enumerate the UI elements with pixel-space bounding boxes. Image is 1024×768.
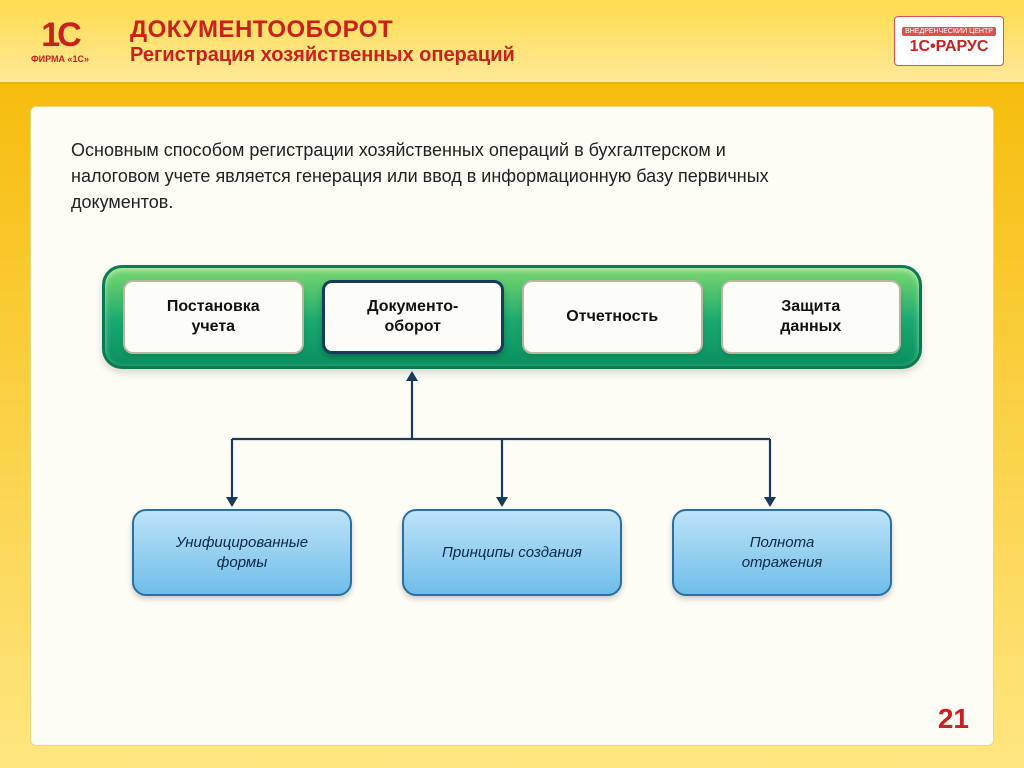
connector-area	[102, 369, 922, 509]
top-category-bar: Постановка учетаДокументо- оборотОтчетно…	[102, 265, 922, 369]
sub-box-2: Полнота отражения	[672, 509, 892, 596]
logo-1c-subtitle: ФИРМА «1С»	[31, 54, 89, 64]
top-box-0: Постановка учета	[123, 280, 304, 354]
sub-box-0: Унифицированные формы	[132, 509, 352, 596]
sub-box-1: Принципы создания	[402, 509, 622, 596]
slide-header: 1С ФИРМА «1С» ДОКУМЕНТООБОРОТ Регистраци…	[0, 0, 1024, 84]
content-wrap: Основным способом регистрации хозяйствен…	[0, 84, 1024, 768]
content-panel: Основным способом регистрации хозяйствен…	[30, 106, 994, 746]
slide-subtitle: Регистрация хозяйственных операций	[130, 44, 894, 67]
top-box-3: Защита данных	[721, 280, 902, 354]
intro-paragraph: Основным способом регистрации хозяйствен…	[71, 137, 791, 215]
logo-1c-glyph: 1С	[41, 18, 78, 52]
connector-lines	[102, 369, 922, 509]
top-box-2: Отчетность	[522, 280, 703, 354]
slide-title: ДОКУМЕНТООБОРОТ	[130, 16, 894, 44]
logo-rarus: ВНЕДРЕНЧЕСКИЙ ЦЕНТР 1С•РАРУС	[894, 16, 1004, 66]
logo-rarus-tag: ВНЕДРЕНЧЕСКИЙ ЦЕНТР	[902, 27, 996, 36]
logo-1c: 1С ФИРМА «1С»	[20, 7, 100, 75]
sub-category-row: Унифицированные формы Принципы создания По…	[132, 509, 892, 596]
logo-rarus-brand: 1С•РАРУС	[910, 38, 989, 56]
title-block: ДОКУМЕНТООБОРОТ Регистрация хозяйственны…	[130, 16, 894, 67]
top-box-1: Документо- оборот	[322, 280, 505, 354]
page-number: 21	[938, 703, 969, 735]
